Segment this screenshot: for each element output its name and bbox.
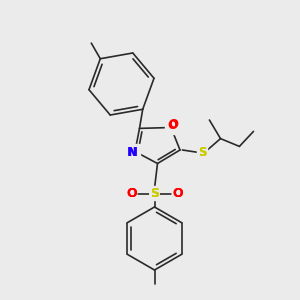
Text: S: S <box>198 146 207 159</box>
Text: N: N <box>128 146 138 159</box>
Text: O: O <box>168 118 178 131</box>
Text: O: O <box>167 119 178 132</box>
Text: O: O <box>166 121 176 134</box>
Text: S: S <box>150 187 159 200</box>
Text: N: N <box>127 146 137 160</box>
Text: O: O <box>126 187 137 200</box>
Text: O: O <box>172 187 183 200</box>
Text: S: S <box>198 146 207 159</box>
Text: S: S <box>150 187 159 200</box>
Text: O: O <box>126 187 137 200</box>
Text: N: N <box>130 145 140 158</box>
Text: S: S <box>198 146 207 159</box>
Text: O: O <box>172 187 183 200</box>
Text: O: O <box>172 187 183 200</box>
Text: O: O <box>126 187 136 200</box>
Text: S: S <box>150 187 159 200</box>
